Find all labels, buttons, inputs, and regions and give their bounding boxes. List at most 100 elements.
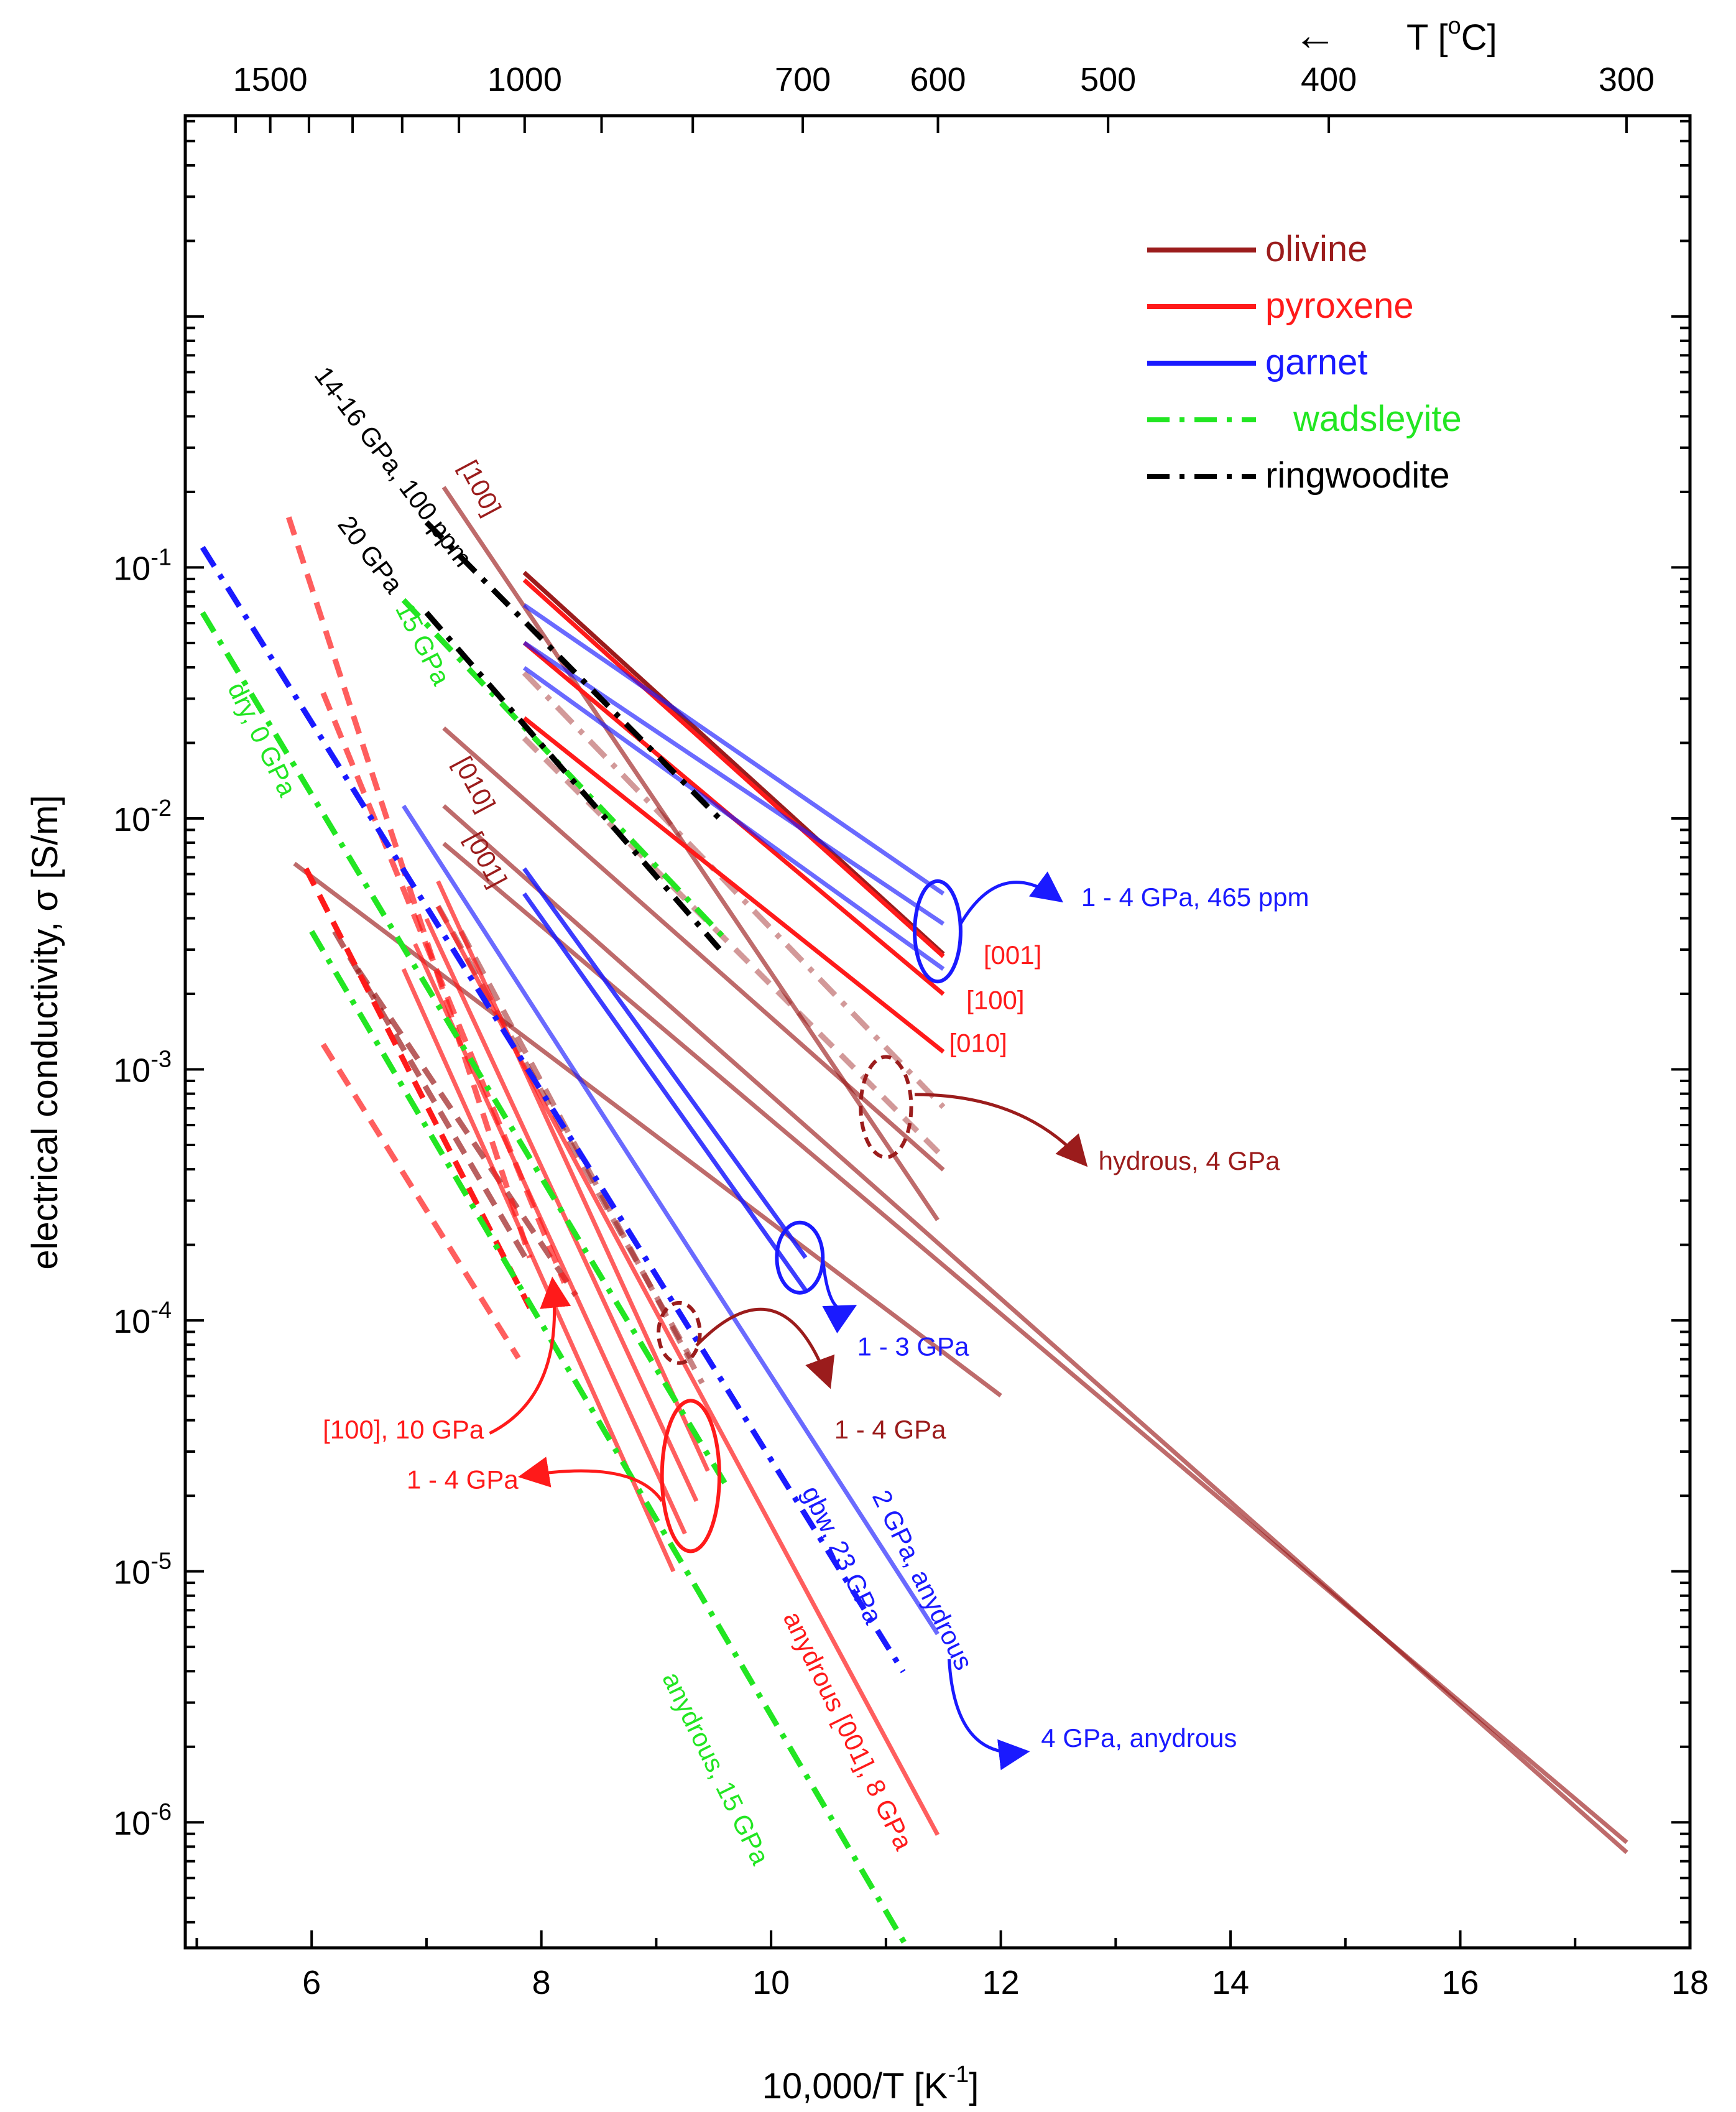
annotation-label-13: 14-16 GPa, 100 ppm <box>309 361 478 572</box>
x-tick-labels: 6 8 10 12 14 16 18 <box>302 1964 1709 2001</box>
legend-label-ringwoodite: ringwoodite <box>1265 455 1450 496</box>
annotation-arrow-4 <box>489 1276 571 1435</box>
top-tick-label: 300 <box>1599 61 1655 98</box>
annotation-arrow-5 <box>518 1457 663 1503</box>
y-tick-label-base: 10 <box>113 1554 150 1591</box>
series-line-pyroxene-12 <box>522 578 945 958</box>
top-tick-label: 1000 <box>487 61 562 98</box>
x-axis-label-sup: -1 <box>948 2062 969 2088</box>
y-tick-label-exp: -5 <box>150 1549 172 1575</box>
series-line-garnet-25 <box>523 641 945 926</box>
annotation-label-6: 1 - 4 GPa <box>834 1415 946 1444</box>
y-tick-label-base: 10 <box>113 801 150 838</box>
y-tick-label-exp: -4 <box>150 1297 172 1323</box>
y-tick-label-base: 10 <box>113 550 150 587</box>
annotation-arrow-0 <box>959 871 1064 925</box>
ellipse-marker-3 <box>657 1300 702 1365</box>
annotation-label-3: [010] <box>949 1028 1007 1057</box>
top-axis-arrow: ← <box>1293 11 1337 59</box>
annotation-label-19: anydrous [001], 8 GPa <box>778 1606 919 1855</box>
legend-label-garnet: garnet <box>1265 342 1367 382</box>
axis-ticks <box>185 116 1691 1948</box>
annotation-label-16: dry, 0 GPa <box>222 677 302 801</box>
top-tick-label: 700 <box>775 61 831 98</box>
series-line-olivine-3 <box>442 841 1628 1845</box>
top-tick-label: 1500 <box>233 61 308 98</box>
annotation-label-1: [001] <box>984 940 1041 970</box>
annotation-label-2: [100] <box>966 986 1024 1015</box>
legend-label-olivine: olivine <box>1265 229 1367 269</box>
ellipse-marker-0 <box>913 879 963 984</box>
series-line-ringwoodite-34 <box>424 520 722 821</box>
y-tick-label: 10-5 <box>113 1549 172 1591</box>
top-axis-label-main: T [ <box>1406 17 1448 58</box>
series-line-pyroxene-21 <box>320 692 567 1284</box>
y-tick-label: 10-3 <box>113 1047 172 1090</box>
x-tick-label: 8 <box>532 1964 551 2001</box>
ellipse-marker-2 <box>775 1220 825 1295</box>
y-tick-labels: 10-110-210-310-410-510-6 <box>113 544 172 1842</box>
annotation-arrow-6 <box>947 1659 1030 1771</box>
top-axis-label-end: C] <box>1461 17 1497 58</box>
y-tick-label: 10-2 <box>113 795 172 838</box>
legend-label-pyroxene: pyroxene <box>1265 285 1414 326</box>
top-axis-label: T [oC] <box>1406 13 1497 58</box>
annotation-label-14: 20 GPa <box>332 511 409 600</box>
annotation-label-9: 4 GPa, anydrous <box>1041 1723 1237 1753</box>
x-tick-label: 10 <box>752 1964 790 2001</box>
series-line-wadsleyite-32 <box>200 611 728 1485</box>
y-tick-label-base: 10 <box>113 1303 150 1340</box>
y-axis-label: electrical conductivity, σ [S/m] <box>25 795 65 1269</box>
y-tick-label: 10-6 <box>113 1799 172 1842</box>
series-line-garnet-24 <box>523 603 945 896</box>
ellipse-marker-4 <box>660 1399 722 1554</box>
series-line-pyroxene-20 <box>286 516 533 1259</box>
y-tick-label-exp: -3 <box>150 1047 172 1073</box>
plot-frame <box>183 114 1692 1950</box>
x-axis-label-end: ] <box>969 2066 979 2106</box>
series-line-olivine-9 <box>355 967 578 1297</box>
series-line-olivine-5 <box>522 570 945 956</box>
top-tick-label: 400 <box>1301 61 1357 98</box>
top-tick-label: 600 <box>910 61 966 98</box>
top-tick-label: 500 <box>1080 61 1136 98</box>
data-series-layer <box>200 486 1628 1948</box>
series-line-olivine-6 <box>522 670 946 1109</box>
y-tick-label-exp: -2 <box>150 795 172 822</box>
y-tick-label: 10-4 <box>113 1297 172 1340</box>
annotation-label-8: 1 - 4 GPa <box>407 1465 519 1494</box>
legend-label-wadsleyite: wadsleyite <box>1293 399 1462 439</box>
series-line-ringwoodite-35 <box>424 611 722 951</box>
y-tick-label-exp: -6 <box>150 1799 172 1825</box>
annotation-label-5: 1 - 3 GPa <box>857 1332 969 1361</box>
series-line-garnet-27 <box>402 804 940 1636</box>
top-axis-label-sup: o <box>1448 13 1461 39</box>
series-line-olivine-4 <box>293 861 1002 1397</box>
series-line-pyroxene-16 <box>436 880 710 1472</box>
series-line-garnet-30 <box>200 545 906 1674</box>
series-line-olivine-0 <box>441 486 940 1221</box>
ellipse-markers <box>657 879 963 1554</box>
x-axis-label-main: 10,000/T [K <box>762 2066 948 2106</box>
annotation-arrow-1 <box>915 1093 1088 1167</box>
series-line-pyroxene-14 <box>522 716 945 1054</box>
y-tick-label-base: 10 <box>113 1052 150 1090</box>
x-tick-label: 6 <box>302 1964 321 2001</box>
x-tick-label: 18 <box>1671 1964 1709 2001</box>
annotation-arrow-3 <box>695 1307 835 1389</box>
ellipse-marker-1 <box>859 1055 913 1159</box>
series-line-pyroxene-23 <box>320 1042 521 1359</box>
legend: olivine pyroxene garnet wadsleyite ringwoodi… <box>1147 229 1462 496</box>
series-line-wadsleyite-31 <box>401 598 727 941</box>
annotation-label-7: [100], 10 GPa <box>323 1415 484 1444</box>
series-line-garnet-28 <box>522 867 808 1259</box>
annotation-label-0: 1 - 4 GPa, 465 ppm <box>1081 882 1309 912</box>
y-tick-label-base: 10 <box>113 1805 150 1842</box>
y-tick-label: 10-1 <box>113 544 172 587</box>
annotation-label-11: [010] <box>448 751 501 817</box>
annotation-label-4: hydrous, 4 GPa <box>1099 1146 1280 1175</box>
annotation-arrows <box>489 871 1088 1771</box>
x-axis-label: 10,000/T [K-1] <box>762 2062 979 2106</box>
series-line-garnet-29 <box>522 892 808 1292</box>
series-line-pyroxene-22 <box>303 867 533 1309</box>
